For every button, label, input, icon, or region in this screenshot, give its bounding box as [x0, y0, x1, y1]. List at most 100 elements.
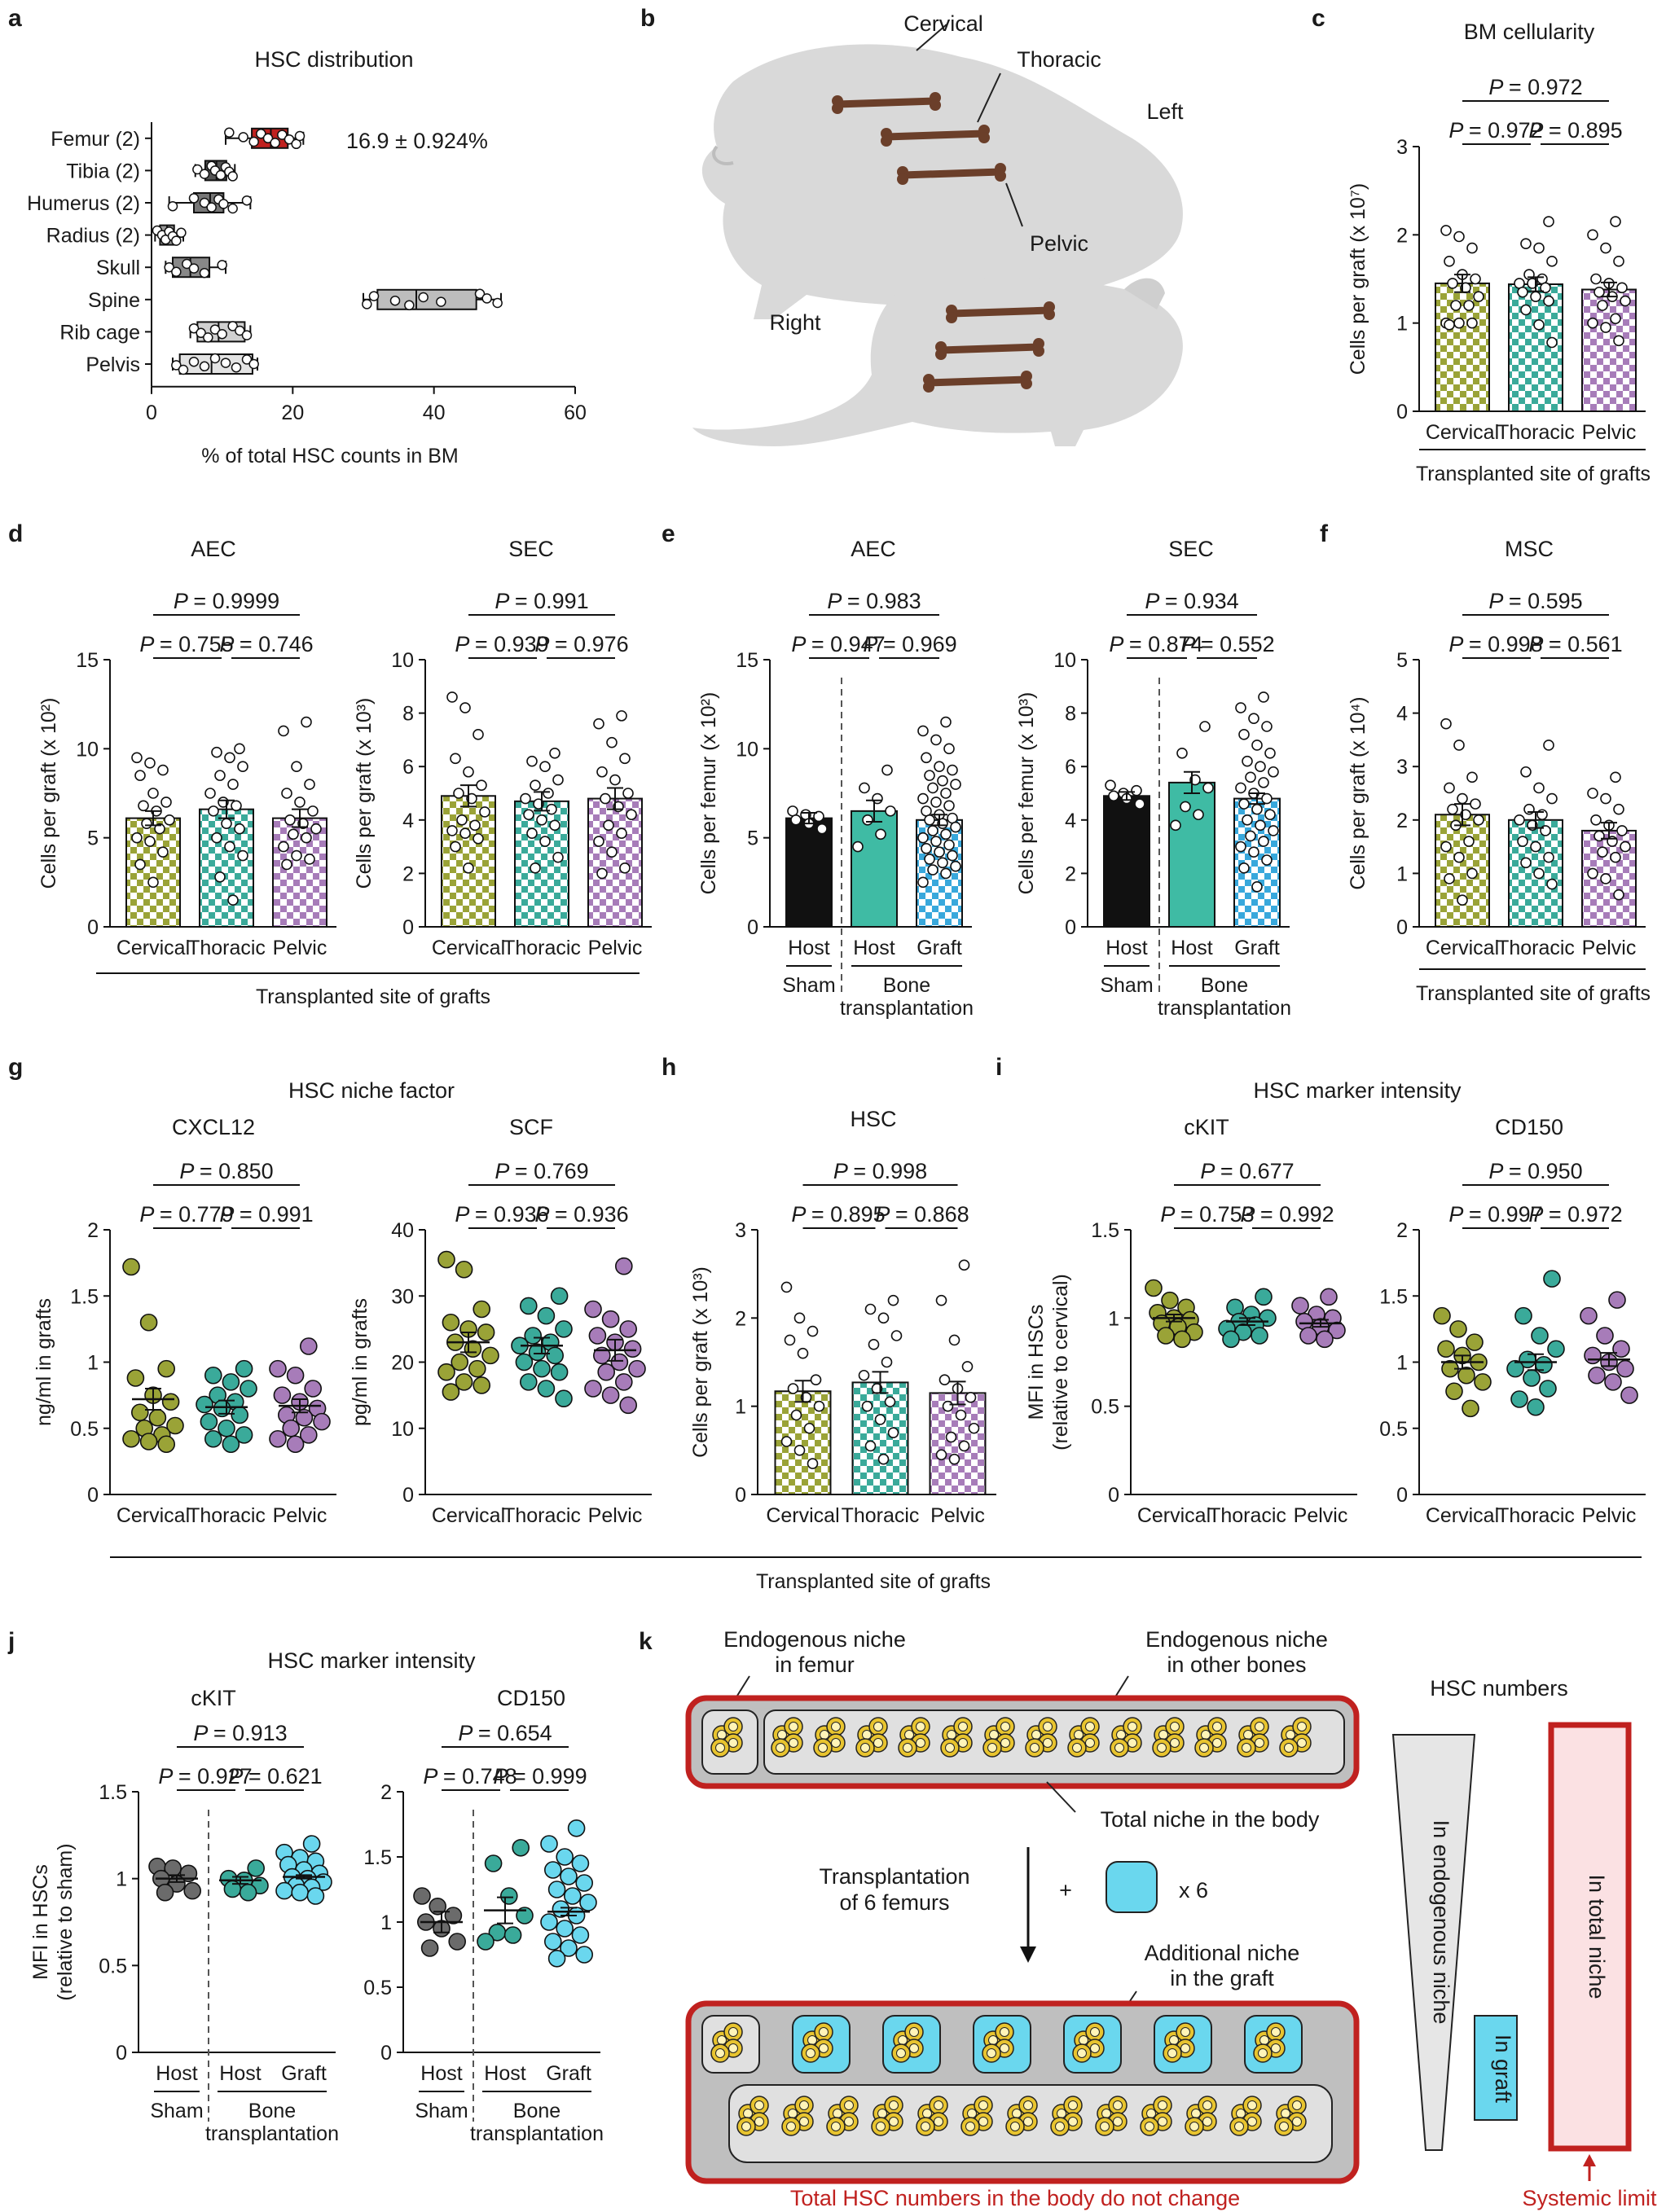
panel-h-plot: 0 1 2 3 Cells per graft (x 10³) Cervical Thora… — [689, 1159, 996, 1527]
data-point — [1470, 798, 1481, 810]
category-label: Pelvic — [588, 937, 643, 959]
bone-end — [881, 135, 892, 147]
data-point — [619, 1396, 638, 1415]
y-tick-label: 2 — [402, 862, 414, 885]
data-point — [139, 1313, 158, 1332]
data-point — [1264, 809, 1276, 821]
data-point — [858, 1369, 870, 1381]
data-point — [442, 1383, 460, 1401]
data-point — [1546, 256, 1558, 267]
hsc-nucleus — [1158, 2117, 1167, 2126]
y-tick-label: 1.5 — [1091, 1219, 1119, 1242]
y-tick-label: 1.5 — [363, 1846, 392, 1869]
data-point — [1531, 1327, 1549, 1345]
data-point — [1514, 814, 1525, 826]
y-tick-label: 4 — [1065, 810, 1076, 832]
data-point — [622, 788, 634, 799]
category-label: Spine — [88, 289, 140, 312]
data-point — [473, 832, 484, 845]
data-point — [921, 752, 932, 764]
data-point — [934, 846, 945, 858]
data-point — [235, 325, 245, 336]
data-point — [218, 1419, 235, 1437]
data-point — [211, 832, 222, 844]
data-point — [167, 200, 178, 212]
y-tick-label: 15 — [76, 649, 99, 672]
bar — [851, 1381, 909, 1495]
data-point — [1248, 846, 1259, 858]
panel-d-aec-title: AEC — [191, 537, 236, 561]
y-tick-label: 15 — [736, 649, 758, 672]
mouse-right-illustration — [692, 277, 1183, 446]
pelvic-label: Pelvic — [1030, 231, 1088, 256]
hsc-nucleus — [1271, 2043, 1281, 2053]
y-tick-label: 0.5 — [70, 1418, 99, 1441]
data-point — [455, 1373, 473, 1391]
hsc-nucleus — [1292, 2117, 1302, 2126]
data-point — [286, 1435, 305, 1454]
data-point — [539, 836, 551, 847]
hsc-nucleus — [1068, 2100, 1078, 2110]
panel-d-sec-plot: 0 2 4 6 8 10 Cells per graft (x 10³) CervicalTh… — [353, 589, 652, 959]
data-point — [530, 779, 541, 791]
data-point — [549, 747, 560, 759]
data-point — [1543, 216, 1554, 227]
hsc-nucleus — [889, 2117, 899, 2126]
bone-end — [930, 99, 941, 111]
data-point — [270, 138, 280, 148]
y-tick-label: 20 — [391, 1352, 414, 1375]
y-tick-label: 0 — [735, 1484, 746, 1507]
hsc-nucleus — [1000, 2027, 1009, 2037]
data-point — [816, 823, 828, 835]
group-label-sham: Sham — [415, 2100, 468, 2122]
hsc-nucleus — [831, 1738, 841, 1748]
data-point — [477, 1323, 495, 1341]
hsc-nucleus — [1043, 1722, 1053, 1731]
data-point — [1235, 702, 1246, 713]
data-point — [575, 1946, 594, 1964]
data-point — [810, 1374, 822, 1385]
data-point — [555, 1320, 573, 1338]
data-point — [179, 1864, 198, 1883]
hsc-nucleus — [1079, 2035, 1088, 2045]
data-point — [1517, 836, 1528, 847]
panel-a-plot: 0 20 40 60 Femur (2) Tibia (2) Humerus (2) Radi… — [27, 122, 587, 424]
transplant-label-1: Transplantation — [819, 1864, 969, 1889]
data-point — [1600, 873, 1611, 884]
bar — [441, 795, 496, 928]
category-label: Pelvic — [1294, 1504, 1348, 1527]
data-point — [239, 1883, 257, 1902]
data-point — [519, 1297, 538, 1315]
data-point — [1584, 1346, 1602, 1365]
data-point — [284, 134, 295, 145]
category-label: Thoracic — [842, 1504, 920, 1527]
hsc-nucleus — [1271, 2027, 1281, 2037]
data-point — [310, 823, 322, 835]
hsc-nucleus — [1201, 1730, 1211, 1740]
panel-f-footer: Transplanted site of grafts — [1416, 982, 1651, 1005]
data-point — [593, 836, 604, 847]
data-point — [404, 300, 415, 311]
data-point — [284, 814, 296, 826]
data-point — [1546, 878, 1558, 890]
data-point — [450, 753, 461, 765]
data-point — [592, 1346, 611, 1365]
hsc-nucleus — [799, 2100, 809, 2110]
panel-j-cd150-plot: 0 0.5 1 1.5 2 Host Host Graft P = 0.654 P = 0.748… — [363, 1721, 604, 2145]
data-point — [1610, 771, 1621, 783]
hsc-nucleus — [1297, 1722, 1307, 1731]
data-point — [227, 171, 238, 182]
category-label: Pelvis — [86, 353, 140, 376]
category-label: Graft — [546, 2062, 591, 2085]
category-label: Cervical — [1426, 1504, 1499, 1527]
y-tick-label: 8 — [1065, 703, 1076, 726]
hsc-nucleus — [1169, 2035, 1179, 2045]
data-point — [885, 805, 896, 817]
data-point — [1457, 894, 1468, 906]
hsc-nucleus — [909, 2027, 919, 2037]
bar — [1103, 795, 1150, 928]
data-point — [1437, 1340, 1455, 1358]
data-point — [540, 1913, 558, 1931]
hsc-nucleus — [831, 1722, 841, 1731]
data-point — [1235, 782, 1246, 794]
